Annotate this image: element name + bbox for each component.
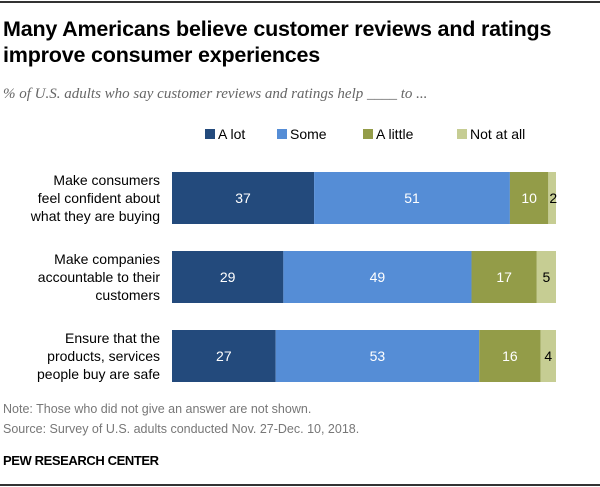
source-text: Source: Survey of U.S. adults conducted … bbox=[3, 422, 360, 436]
bar-segment-some bbox=[283, 251, 472, 303]
data-label-a-lot: 27 bbox=[216, 348, 232, 364]
row-label-line: accountable to their bbox=[37, 269, 160, 285]
data-label-not-at-all: 4 bbox=[544, 348, 552, 364]
data-label-some: 53 bbox=[370, 348, 386, 364]
bar-segment-not-at-all bbox=[536, 251, 556, 303]
chart-subtitle: % of U.S. adults who say customer review… bbox=[3, 86, 428, 102]
row-label-safe: Ensure that the products, services peopl… bbox=[0, 329, 160, 383]
bar-segment-a-little bbox=[479, 330, 541, 382]
data-label-some: 49 bbox=[370, 269, 386, 285]
bottom-rule bbox=[0, 484, 600, 486]
row-label-line: Make companies bbox=[54, 251, 160, 267]
bar-segment-not-at-all bbox=[540, 330, 556, 382]
bar-segment-not-at-all bbox=[548, 172, 556, 224]
bar-segment-a-lot bbox=[172, 251, 284, 303]
bar-segment-a-little bbox=[471, 251, 537, 303]
row-label-confident: Make consumers feel confident about what… bbox=[0, 171, 160, 225]
bar-segment-a-little bbox=[509, 172, 549, 224]
row-label-line: feel confident about bbox=[37, 190, 160, 206]
legend-swatch-a-lot bbox=[205, 129, 215, 139]
legend-item-a-little: A little bbox=[363, 126, 413, 142]
data-label-a-lot: 29 bbox=[220, 269, 236, 285]
bar-segment-a-lot bbox=[172, 172, 315, 224]
legend-item-not-at-all: Not at all bbox=[457, 126, 525, 142]
note-text: Note: Those who did not give an answer a… bbox=[3, 402, 312, 416]
bar-segment-some bbox=[275, 330, 480, 382]
data-label-not-at-all: 2 bbox=[549, 190, 557, 206]
data-label-some: 51 bbox=[404, 190, 420, 206]
legend-item-a-lot: A lot bbox=[205, 126, 245, 142]
legend-label-some: Some bbox=[290, 126, 327, 142]
legend: A lot Some A little Not at all bbox=[0, 126, 600, 146]
data-label-a-little: 10 bbox=[521, 190, 537, 206]
data-label-a-lot: 37 bbox=[235, 190, 251, 206]
data-label-a-little: 17 bbox=[496, 269, 512, 285]
data-label-a-little: 16 bbox=[502, 348, 518, 364]
data-label-not-at-all: 5 bbox=[543, 269, 551, 285]
legend-label-a-little: A little bbox=[376, 126, 414, 142]
row-label-line: Ensure that the bbox=[65, 330, 160, 346]
bar-segment-some bbox=[314, 172, 510, 224]
top-rule bbox=[0, 1, 600, 3]
pew-logo-text: PEW RESEARCH CENTER bbox=[3, 453, 159, 468]
legend-swatch-not-at-all bbox=[457, 129, 467, 139]
row-label-line: products, services bbox=[47, 348, 160, 364]
legend-swatch-some bbox=[277, 129, 287, 139]
row-label-accountable: Make companies accountable to their cust… bbox=[0, 250, 160, 304]
bar-segment-a-lot bbox=[172, 330, 276, 382]
row-label-line: Make consumers bbox=[53, 172, 160, 188]
row-label-line: people buy are safe bbox=[37, 366, 160, 382]
legend-label-a-lot: A lot bbox=[218, 126, 246, 142]
legend-label-not-at-all: Not at all bbox=[470, 126, 526, 142]
legend-swatch-a-little bbox=[363, 129, 373, 139]
legend-item-some: Some bbox=[277, 126, 327, 142]
row-label-line: customers bbox=[95, 287, 160, 303]
row-label-line: what they are buying bbox=[30, 208, 160, 224]
chart-title: Many Americans believe customer reviews … bbox=[3, 17, 552, 67]
